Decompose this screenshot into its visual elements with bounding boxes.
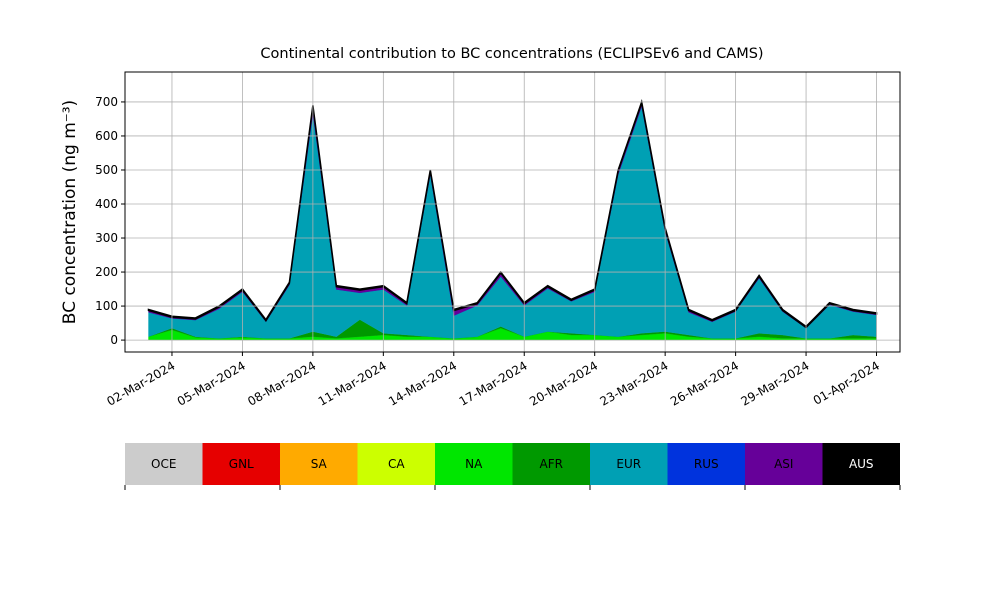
legend-label: RUS <box>694 457 719 471</box>
y-tick-label: 200 <box>95 265 118 279</box>
legend-label: NA <box>465 457 483 471</box>
legend-swatch <box>280 443 358 485</box>
legend-swatch <box>125 443 203 485</box>
x-tick-label: 05-Mar-2024 <box>175 358 248 408</box>
legend-swatch <box>512 443 590 485</box>
legend-label: OCE <box>151 457 176 471</box>
legend-label: ASI <box>774 457 793 471</box>
legend-swatch <box>357 443 435 485</box>
x-tick-label: 14-Mar-2024 <box>386 358 459 408</box>
y-tick-label: 100 <box>95 299 118 313</box>
chart-title: Continental contribution to BC concentra… <box>260 46 763 62</box>
y-tick-label: 0 <box>110 333 118 347</box>
y-tick-label: 500 <box>95 163 118 177</box>
x-tick-label: 17-Mar-2024 <box>457 358 530 408</box>
legend-swatch <box>822 443 900 485</box>
colorbar-legend: OCE GNL SA CA NA AFR EUR RUS ASI AUS <box>125 443 900 485</box>
x-tick-label: 02-Mar-2024 <box>104 358 177 408</box>
y-tick-label: 400 <box>95 197 118 211</box>
legend-label: CA <box>388 457 405 471</box>
x-tick-label: 08-Mar-2024 <box>245 358 318 408</box>
legend-label: EUR <box>616 457 641 471</box>
legend-swatch <box>590 443 668 485</box>
axes: 0 100 200 300 400 500 600 700 02-Mar-202405-Mar-… <box>95 72 900 409</box>
legend-swatch <box>202 443 280 485</box>
legend-label: AUS <box>849 457 874 471</box>
x-tick-label: 11-Mar-2024 <box>316 358 389 408</box>
legend-swatch <box>667 443 745 485</box>
legend-label: SA <box>311 457 328 471</box>
plot-frame <box>124 71 901 353</box>
colorbar-ticks <box>124 485 901 490</box>
y-tick-label: 300 <box>95 231 118 245</box>
x-tick-label: 01-Apr-2024 <box>811 358 882 407</box>
x-tick-label: 29-Mar-2024 <box>738 358 811 408</box>
legend-label: AFR <box>540 457 563 471</box>
plot-area <box>147 99 878 341</box>
y-tick-label: 700 <box>95 95 118 109</box>
x-tick-label: 23-Mar-2024 <box>598 358 671 408</box>
legend-swatch <box>435 443 513 485</box>
area <box>148 105 877 339</box>
legend-label: GNL <box>229 457 254 471</box>
legend-swatch <box>745 443 823 485</box>
x-tick-label: 20-Mar-2024 <box>527 358 600 408</box>
x-tick-label: 26-Mar-2024 <box>668 358 741 408</box>
y-axis-label: BC concentration (ng m⁻³) <box>60 100 80 324</box>
y-tick-label: 600 <box>95 129 118 143</box>
